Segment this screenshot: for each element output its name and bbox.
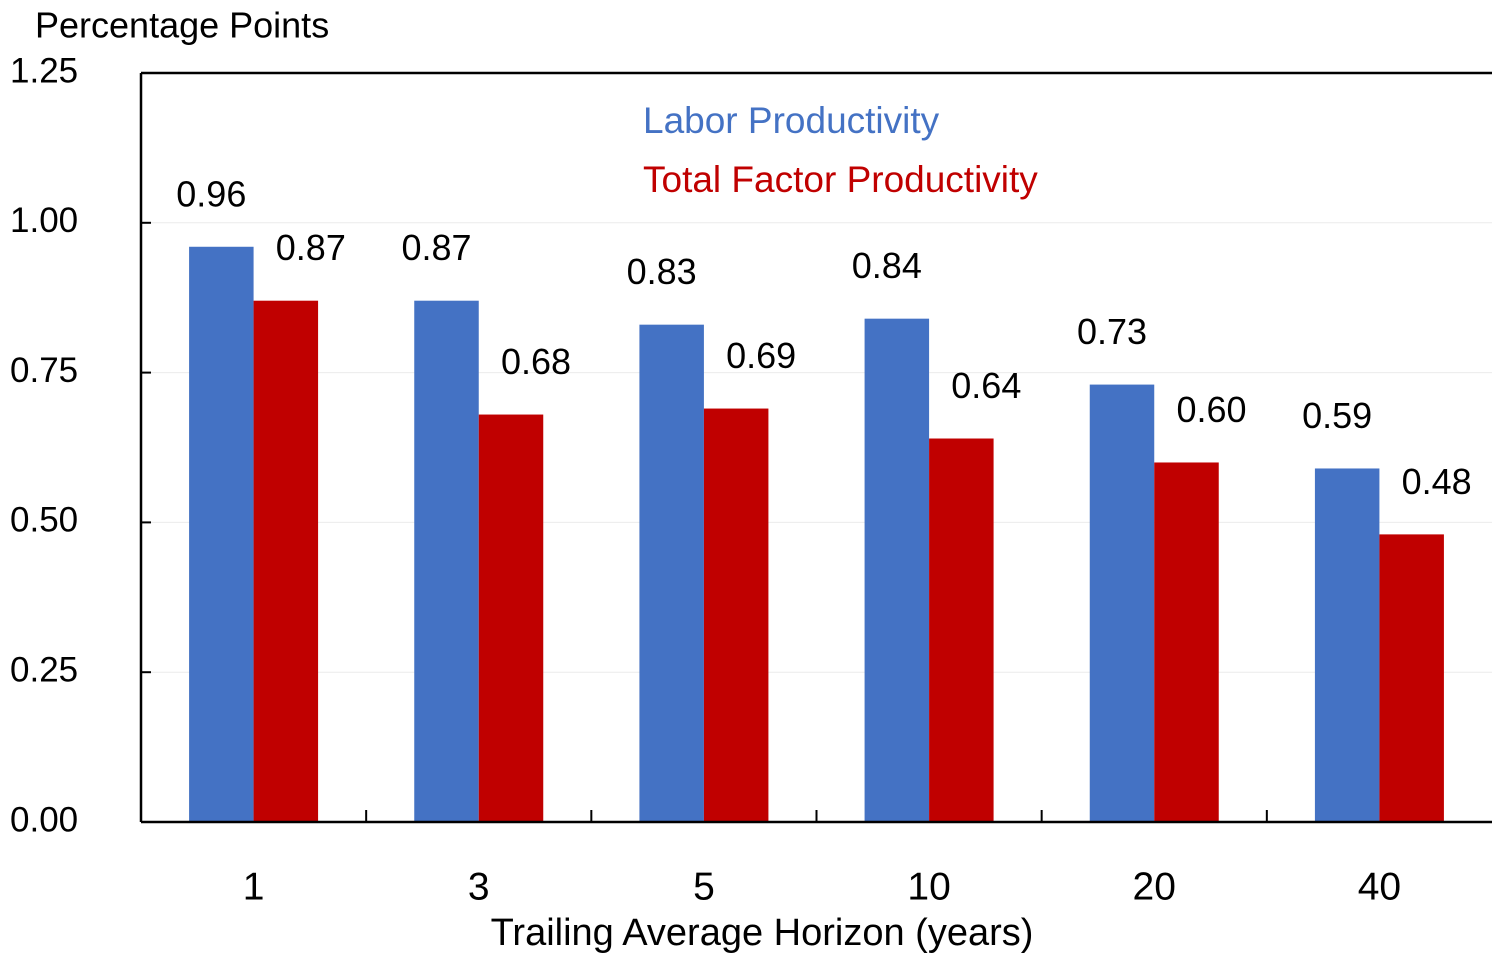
x-tick-label: 3 xyxy=(468,865,490,908)
bar xyxy=(864,318,930,822)
data-label: 0.69 xyxy=(726,335,796,376)
data-label: 0.83 xyxy=(627,251,697,292)
x-tick-label: 1 xyxy=(243,865,265,908)
y-tick-label: 0.00 xyxy=(10,800,78,839)
bar xyxy=(703,408,769,822)
bar xyxy=(189,246,254,822)
bar xyxy=(253,300,319,822)
y-axis-label: Percentage Points xyxy=(35,5,329,46)
data-label: 0.87 xyxy=(401,227,471,268)
bar xyxy=(1089,384,1155,822)
x-tick-label: 40 xyxy=(1358,865,1401,908)
x-axis-label: Trailing Average Horizon (years) xyxy=(491,912,1034,954)
bar xyxy=(1154,462,1219,822)
bar xyxy=(414,300,479,822)
x-tick-label: 10 xyxy=(907,865,950,908)
bar xyxy=(1314,468,1380,822)
x-tick-label: 5 xyxy=(693,865,715,908)
data-label: 0.64 xyxy=(951,365,1021,406)
data-label: 0.68 xyxy=(501,341,571,382)
y-tick-label: 0.75 xyxy=(10,351,78,390)
legend-entry: Labor Productivity xyxy=(643,100,940,141)
legend-entry: Total Factor Productivity xyxy=(643,159,1038,200)
bar xyxy=(1379,534,1444,822)
x-tick-label: 20 xyxy=(1133,865,1176,908)
y-tick-label: 1.25 xyxy=(10,51,78,90)
data-label: 0.48 xyxy=(1402,461,1472,502)
data-label: 0.60 xyxy=(1176,389,1246,430)
data-label: 0.73 xyxy=(1077,311,1147,352)
data-label: 0.84 xyxy=(852,245,922,286)
bar xyxy=(929,438,994,822)
y-tick-label: 0.50 xyxy=(10,501,78,540)
y-tick-label: 1.00 xyxy=(10,201,78,240)
data-label: 0.96 xyxy=(176,173,246,214)
bar xyxy=(478,414,544,822)
bar xyxy=(639,324,704,822)
y-tick-label: 0.25 xyxy=(10,650,78,689)
data-label: 0.87 xyxy=(276,227,346,268)
data-label: 0.59 xyxy=(1302,395,1372,436)
